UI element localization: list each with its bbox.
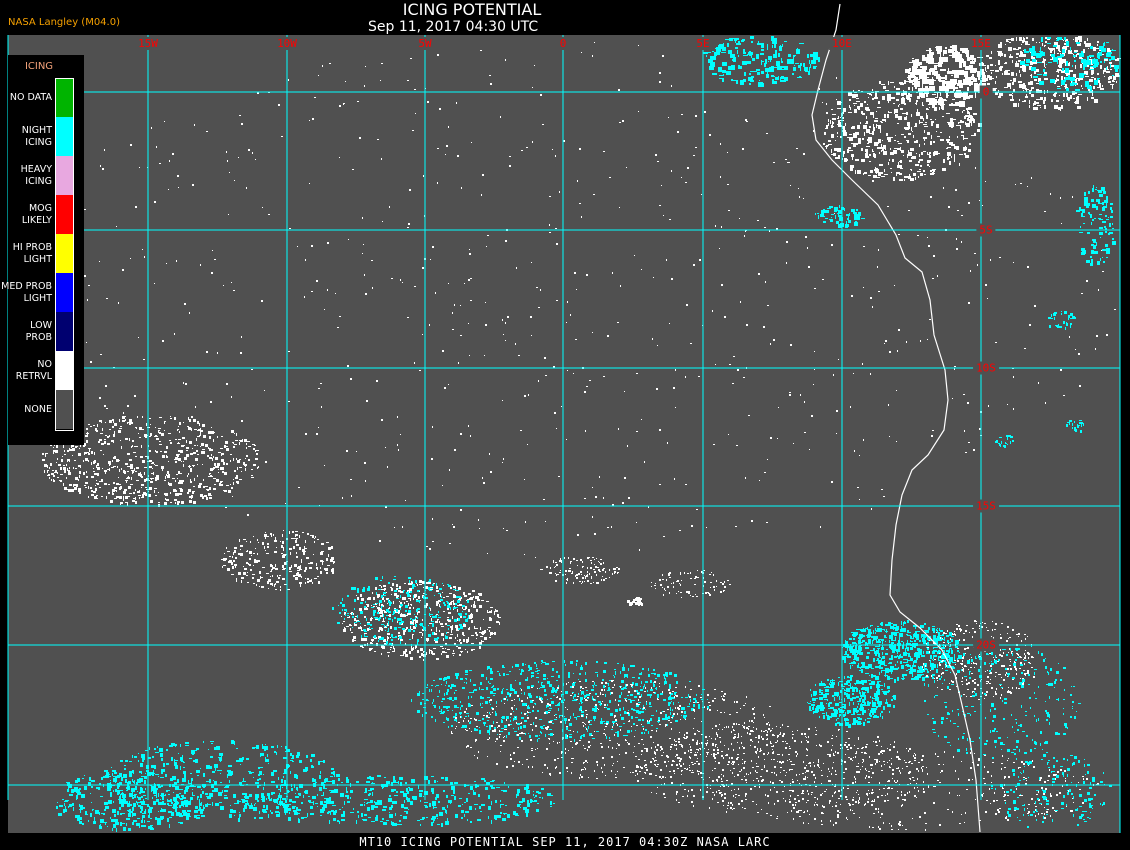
legend-label: HEAVY ICING bbox=[20, 163, 52, 187]
lat-lon-grid bbox=[7, 35, 1121, 833]
longitude-label: 10E bbox=[829, 37, 855, 50]
longitude-label: 15E bbox=[968, 37, 994, 50]
legend-swatch bbox=[56, 312, 73, 351]
legend-item: NONE bbox=[8, 390, 84, 429]
legend-item: MED PROB LIGHT bbox=[1, 273, 84, 312]
legend-label: MOG LIKELY bbox=[21, 202, 52, 226]
legend-item: NIGHT ICING bbox=[8, 117, 84, 156]
latitude-label: 0 bbox=[979, 85, 993, 99]
latitude-label: 10S bbox=[973, 361, 999, 375]
legend-item: NO DATA bbox=[8, 78, 84, 117]
longitude-label: 10W bbox=[274, 37, 300, 50]
legend-swatch bbox=[56, 78, 73, 117]
legend-swatch bbox=[56, 117, 73, 156]
longitude-label: 5W bbox=[415, 37, 435, 50]
legend-label: NO RETRVL bbox=[15, 358, 52, 382]
map-background bbox=[8, 35, 1120, 833]
legend-label: NONE bbox=[24, 403, 52, 415]
brand-label: NASA Langley (M04.0) bbox=[8, 17, 120, 28]
latitude-label: 5S bbox=[976, 223, 996, 237]
coastline bbox=[811, 3, 981, 833]
legend-label: HI PROB LIGHT bbox=[12, 241, 52, 265]
legend-item: NO RETRVL bbox=[8, 351, 84, 390]
legend-swatch bbox=[56, 234, 73, 273]
legend-label: NIGHT ICING bbox=[21, 124, 52, 148]
legend-item: HI PROB LIGHT bbox=[8, 234, 84, 273]
legend-swatch bbox=[56, 156, 73, 195]
legend-label: NO DATA bbox=[9, 91, 52, 103]
legend-title: ICING bbox=[24, 61, 54, 72]
legend-item: MOG LIKELY bbox=[8, 195, 84, 234]
legend-label: LOW PROB bbox=[25, 319, 52, 343]
legend-swatch bbox=[56, 351, 73, 390]
legend-label: MED PROB LIGHT bbox=[1, 280, 52, 304]
footer-caption: MT10 ICING POTENTIAL SEP 11, 2017 04:30Z… bbox=[359, 835, 771, 849]
longitude-label: 5E bbox=[693, 37, 713, 50]
legend-item: HEAVY ICING bbox=[8, 156, 84, 195]
page-title: ICING POTENTIAL bbox=[402, 0, 542, 19]
longitude-label: 15W bbox=[135, 37, 161, 50]
legend-swatch bbox=[56, 273, 73, 312]
timestamp: Sep 11, 2017 04:30 UTC bbox=[368, 19, 539, 35]
legend: ICING NO DATA NIGHT ICING HEAVY ICING MOG L… bbox=[1, 55, 84, 445]
latitude-label: 15S bbox=[973, 499, 999, 513]
longitude-label: 0 bbox=[556, 37, 570, 50]
legend-item: LOW PROB bbox=[8, 312, 84, 351]
legend-swatch bbox=[56, 390, 73, 429]
legend-frame bbox=[55, 78, 74, 431]
legend-swatch bbox=[56, 195, 73, 234]
latitude-label: 20S bbox=[973, 638, 999, 652]
